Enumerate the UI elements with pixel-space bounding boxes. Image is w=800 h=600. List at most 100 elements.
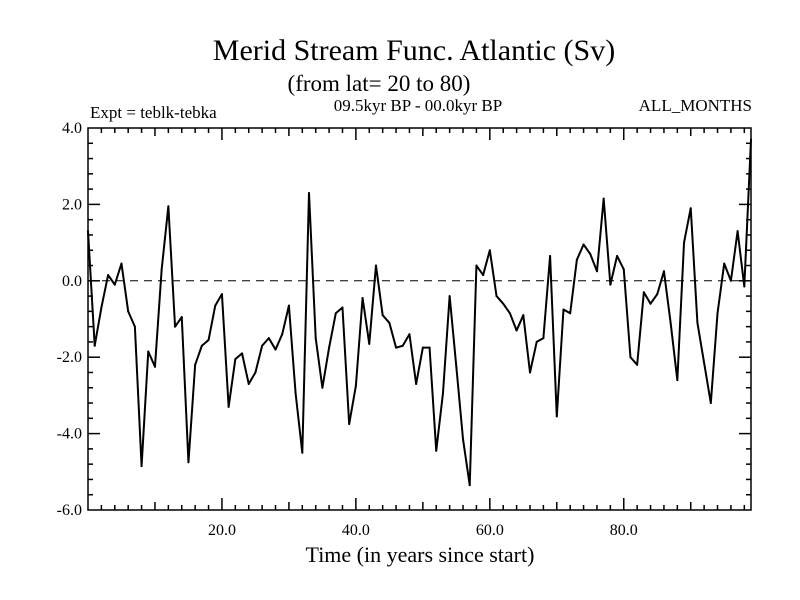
data-point bbox=[575, 258, 578, 261]
data-point bbox=[602, 197, 605, 200]
chart-title: Merid Stream Func. Atlantic (Sv) bbox=[213, 34, 615, 67]
data-point bbox=[636, 363, 639, 366]
data-point bbox=[455, 365, 458, 368]
y-tick-label: -4.0 bbox=[57, 426, 82, 443]
data-point bbox=[100, 306, 103, 309]
data-point bbox=[589, 253, 592, 256]
x-tick-label: 20.0 bbox=[208, 522, 236, 539]
data-point bbox=[743, 285, 746, 288]
data-point bbox=[723, 262, 726, 265]
plot-frame bbox=[87, 127, 752, 511]
data-point bbox=[354, 384, 357, 387]
data-point bbox=[267, 337, 270, 340]
data-point bbox=[401, 344, 404, 347]
x-tick-label: 60.0 bbox=[476, 522, 504, 539]
data-point bbox=[174, 325, 177, 328]
data-point bbox=[214, 304, 217, 307]
y-tick-label: 4.0 bbox=[62, 120, 82, 137]
data-point bbox=[194, 363, 197, 366]
data-point bbox=[441, 392, 444, 395]
y-tick-label: 2.0 bbox=[62, 196, 82, 213]
data-point bbox=[147, 350, 150, 353]
data-point bbox=[522, 314, 525, 317]
data-point bbox=[421, 346, 424, 349]
data-point bbox=[689, 207, 692, 210]
data-point bbox=[595, 270, 598, 273]
data-point bbox=[696, 321, 699, 324]
data-point bbox=[508, 312, 511, 315]
data-point bbox=[662, 270, 665, 273]
axis-tick-labels: 20.0 40.0 60.0 80.0 -6.0 -4.0 -2.0 0.0 2.0 4.0 bbox=[57, 120, 638, 539]
data-point bbox=[381, 314, 384, 317]
data-point bbox=[629, 356, 632, 359]
data-point bbox=[361, 296, 364, 299]
data-point bbox=[683, 241, 686, 244]
data-point bbox=[515, 329, 518, 332]
data-point bbox=[287, 304, 290, 307]
data-point bbox=[321, 386, 324, 389]
data-point bbox=[87, 230, 89, 233]
data-series-line bbox=[87, 139, 752, 487]
data-point bbox=[448, 295, 451, 298]
data-point bbox=[374, 264, 377, 267]
data-point bbox=[542, 337, 545, 340]
data-point bbox=[395, 346, 398, 349]
data-point bbox=[616, 254, 619, 257]
data-point bbox=[187, 461, 190, 464]
data-point bbox=[140, 465, 143, 468]
data-point bbox=[160, 268, 163, 271]
data-point bbox=[207, 339, 210, 342]
data-point bbox=[281, 333, 284, 336]
data-point bbox=[435, 449, 438, 452]
data-point bbox=[676, 379, 679, 382]
y-tick-label: -6.0 bbox=[57, 502, 82, 519]
data-point bbox=[274, 348, 277, 351]
x-tick-label: 80.0 bbox=[610, 522, 638, 539]
data-point bbox=[113, 283, 116, 286]
data-point bbox=[729, 279, 732, 282]
data-point bbox=[736, 230, 739, 233]
data-point bbox=[750, 138, 752, 141]
data-point bbox=[200, 344, 203, 347]
data-point bbox=[622, 268, 625, 271]
data-point bbox=[669, 321, 672, 324]
y-tick-label: -2.0 bbox=[57, 349, 82, 366]
data-point bbox=[314, 337, 317, 340]
x-axis-label: Time (in years since start) bbox=[306, 542, 535, 567]
data-point bbox=[609, 283, 612, 286]
data-point bbox=[549, 254, 552, 257]
data-point bbox=[247, 382, 250, 385]
data-point bbox=[462, 438, 465, 441]
data-point bbox=[562, 308, 565, 311]
data-point bbox=[120, 262, 123, 265]
data-point bbox=[502, 302, 505, 305]
data-point bbox=[649, 302, 652, 305]
data-point bbox=[642, 291, 645, 294]
data-point bbox=[93, 344, 96, 347]
data-point bbox=[495, 295, 498, 298]
data-point bbox=[535, 340, 538, 343]
data-point bbox=[133, 325, 136, 328]
data-point bbox=[482, 274, 485, 277]
data-point bbox=[167, 205, 170, 208]
data-point bbox=[348, 423, 351, 426]
data-point bbox=[220, 293, 223, 296]
data-point bbox=[475, 264, 478, 267]
x-tick-label: 40.0 bbox=[342, 522, 370, 539]
data-point bbox=[261, 344, 264, 347]
data-point bbox=[127, 310, 130, 313]
data-point bbox=[153, 365, 156, 368]
data-point bbox=[254, 371, 257, 374]
data-point bbox=[408, 333, 411, 336]
experiment-label: Expt = teblk-tebka bbox=[90, 103, 217, 122]
data-point bbox=[582, 243, 585, 246]
data-point bbox=[709, 402, 712, 405]
data-point bbox=[341, 306, 344, 309]
data-point bbox=[716, 312, 719, 315]
data-point bbox=[388, 321, 391, 324]
data-point bbox=[294, 392, 297, 395]
data-point bbox=[529, 371, 531, 374]
chart-subtitle: (from lat= 20 to 80) bbox=[288, 71, 471, 96]
data-point bbox=[301, 451, 304, 454]
